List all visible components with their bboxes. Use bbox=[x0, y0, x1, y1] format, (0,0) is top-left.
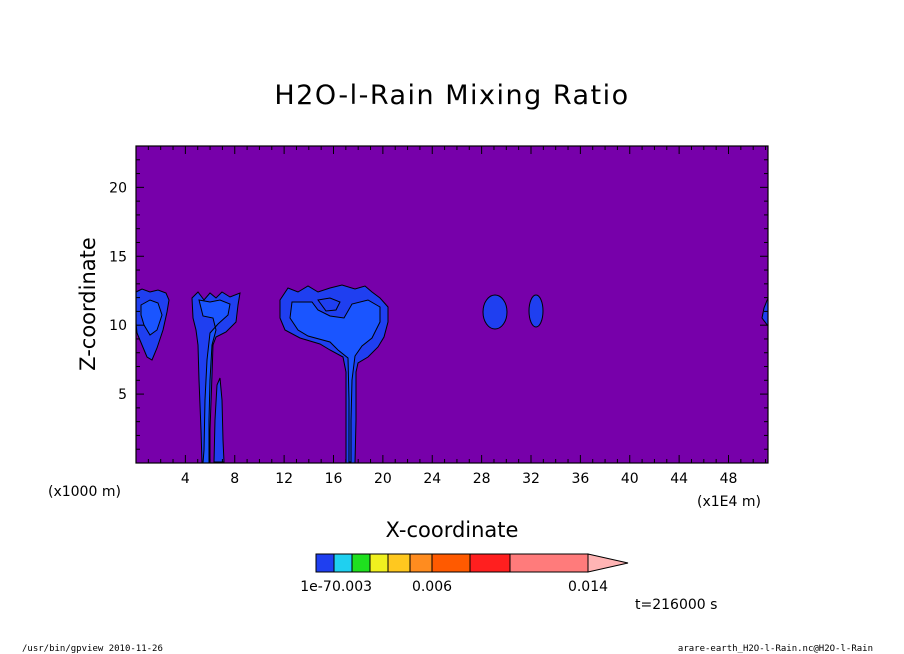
cloud-3 bbox=[279, 284, 389, 464]
blobs bbox=[482, 294, 769, 330]
x-tick-label: 20 bbox=[374, 471, 392, 487]
colorbar-segment bbox=[409, 553, 433, 573]
x-tick-label: 48 bbox=[720, 471, 738, 487]
cloud-2-outer bbox=[191, 291, 241, 464]
blob-1 bbox=[482, 294, 508, 330]
cloud-3-core bbox=[289, 299, 381, 463]
plot-background bbox=[136, 146, 768, 463]
plot-frame bbox=[135, 145, 769, 464]
cloud-3-upper bbox=[317, 297, 341, 312]
y-tick-label: 10 bbox=[109, 318, 127, 334]
x-axis-label: X-coordinate bbox=[386, 518, 519, 542]
colorbar-segment bbox=[431, 553, 471, 573]
cloud-1-inner bbox=[140, 299, 163, 336]
x-tick-label: 40 bbox=[621, 471, 639, 487]
colorbar-segment bbox=[509, 553, 589, 573]
x-axis-ticks: 4 8 12 16 20 24 28 32 36 40 44 48 bbox=[147, 146, 767, 487]
x-tick-label: 32 bbox=[522, 471, 540, 487]
colorbar-segment bbox=[333, 553, 353, 573]
x-tick-label: 28 bbox=[473, 471, 491, 487]
colorbar-extend-arrow bbox=[587, 553, 629, 573]
cloud-2-core bbox=[198, 299, 231, 464]
y-axis-label: Z-coordinate bbox=[76, 237, 100, 371]
x-tick-label: 8 bbox=[230, 471, 239, 487]
y-tick-label: 5 bbox=[118, 387, 127, 403]
y-unit-label: (x1000 m) bbox=[48, 484, 121, 500]
footer-left: /usr/bin/gpview 2010-11-26 bbox=[22, 644, 163, 654]
time-label: t=216000 s bbox=[635, 597, 717, 613]
x-tick-label: 24 bbox=[423, 471, 441, 487]
colorbar-segment bbox=[315, 553, 335, 573]
x-tick-label: 44 bbox=[670, 471, 688, 487]
x-tick-label: 36 bbox=[571, 471, 589, 487]
colorbar: 1e-7 0.003 0.006 0.014 bbox=[300, 553, 629, 595]
colorbar-segment bbox=[351, 553, 371, 573]
cloud-2-strand bbox=[213, 377, 225, 463]
chart-title: H2O-l-Rain Mixing Ratio bbox=[274, 80, 629, 111]
colorbar-segment bbox=[369, 553, 389, 573]
cloud-2 bbox=[191, 291, 241, 464]
colorbar-segment bbox=[387, 553, 411, 573]
x-tick-label: 4 bbox=[181, 471, 190, 487]
x-tick-label: 12 bbox=[275, 471, 293, 487]
y-tick-label: 15 bbox=[109, 249, 127, 265]
footer-right: arare-earth_H2O-l-Rain.nc@H2O-l-Rain bbox=[678, 644, 873, 654]
x-unit-label: (x1E4 m) bbox=[697, 494, 761, 510]
x-tick-label: 16 bbox=[325, 471, 343, 487]
blob-2 bbox=[528, 294, 544, 328]
plot-area bbox=[135, 145, 769, 464]
colorbar-label: 0.006 bbox=[412, 579, 452, 595]
colorbar-label: 1e-7 bbox=[300, 579, 331, 595]
y-tick-label: 20 bbox=[109, 180, 127, 196]
colorbar-label: 0.014 bbox=[568, 579, 608, 595]
colorbar-segment bbox=[469, 553, 511, 573]
colorbar-label: 0.003 bbox=[332, 579, 372, 595]
cloud-1 bbox=[135, 288, 170, 361]
y-axis-ticks: 5 10 15 20 bbox=[109, 159, 768, 450]
